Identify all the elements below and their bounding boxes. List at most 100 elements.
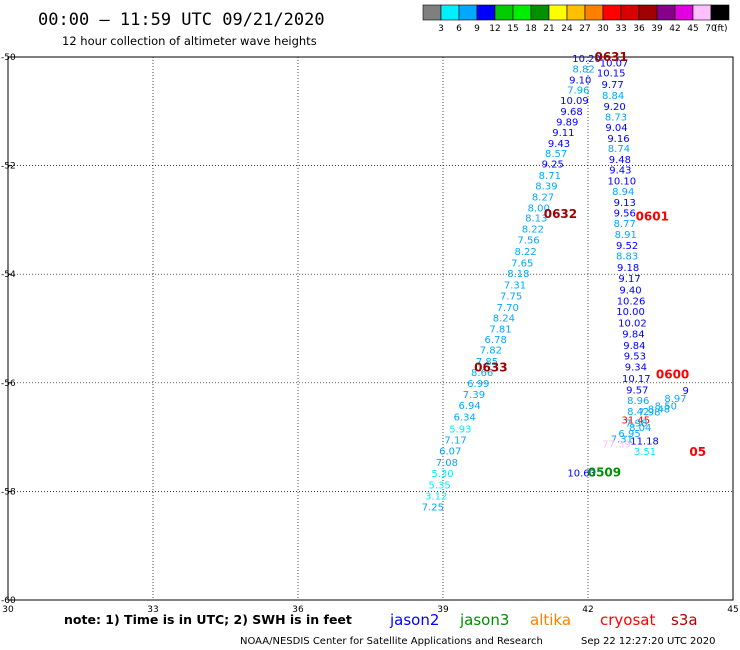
- grid: [8, 57, 733, 600]
- data-point: 8.83: [616, 252, 638, 263]
- data-point: 10.20: [572, 54, 601, 65]
- legend-label: 36: [633, 24, 645, 34]
- data-point: 31.45: [622, 416, 651, 427]
- data-point: 9.40: [619, 285, 641, 296]
- x-tick-label: 45: [727, 605, 738, 615]
- data-point: 7.70: [497, 303, 519, 314]
- chart-title: 00:00 – 11:59 UTC 09/21/2020: [38, 10, 325, 30]
- data-point: 7.81: [489, 325, 511, 336]
- data-point: 9.52: [616, 241, 638, 252]
- y-tick-label: -60: [1, 596, 16, 606]
- legend-swatch: [530, 4, 550, 21]
- data-point: 8.18: [507, 269, 529, 280]
- data-point: 9.53: [624, 352, 646, 363]
- footer-credit: NOAA/NESDIS Center for Satellite Applica…: [240, 636, 543, 647]
- data-point: 9.43: [609, 165, 631, 176]
- legend-swatch: [692, 4, 712, 21]
- data-point: 7.31: [611, 435, 633, 446]
- data-point: 10.63: [567, 468, 596, 479]
- data-point: 8.22: [515, 247, 537, 258]
- legend-swatch: [674, 4, 694, 21]
- data-point: 8.94: [612, 187, 634, 198]
- data-point: 8.50: [655, 402, 677, 413]
- legend-swatch: [602, 4, 622, 21]
- data-point: 7.98: [638, 408, 660, 419]
- satellite-jason3: jason3: [459, 611, 509, 629]
- y-tick-label: -50: [1, 53, 16, 63]
- data-point: 5.93: [449, 424, 471, 435]
- data-point: 9.11: [552, 128, 574, 139]
- legend-label: 70: [705, 24, 717, 34]
- pass-label: 0632: [544, 207, 577, 221]
- data-point: 6.94: [458, 401, 480, 412]
- data-point: 8.24: [493, 314, 515, 325]
- x-tick-label: 42: [582, 605, 593, 615]
- data-point: 9.68: [560, 107, 582, 118]
- data-point: 6.34: [454, 412, 476, 423]
- data-point: 9.56: [614, 208, 636, 219]
- y-tick-label: -58: [1, 487, 16, 497]
- pass-label: 0633: [474, 361, 507, 375]
- x-tick-label: 30: [2, 605, 14, 615]
- data-point: 9.04: [605, 123, 627, 134]
- legend-label: 33: [615, 24, 626, 34]
- legend-swatch: [512, 4, 532, 21]
- data-point: 7.17: [444, 435, 466, 446]
- legend-swatch: [620, 4, 640, 21]
- data-point: 8.73: [605, 113, 627, 124]
- data-point: 9.89: [556, 118, 578, 129]
- legend-label: 45: [687, 24, 698, 34]
- y-tick-label: -52: [1, 162, 16, 172]
- data-point: 7.75: [500, 291, 522, 302]
- legend-swatch: [422, 4, 442, 21]
- data-point: 8.57: [545, 149, 567, 160]
- x-tick-label: 36: [292, 605, 304, 615]
- data-point: 11.18: [630, 436, 659, 447]
- data-point: 10.02: [618, 319, 647, 330]
- y-axis: -50 -52 -54 -56 -58 -60: [1, 53, 16, 606]
- legend-swatch: [476, 4, 496, 21]
- legend-swatch: [710, 4, 730, 21]
- data-point: 8.84: [602, 91, 624, 102]
- data-point: 3.51: [634, 447, 656, 458]
- data-point: 8.74: [608, 144, 630, 155]
- data-point: 9.13: [614, 198, 636, 209]
- data-point: 10.07: [600, 58, 629, 69]
- pass-label: 0509: [588, 465, 621, 479]
- data-point: 7.39: [463, 390, 485, 401]
- legend-swatch: [458, 4, 478, 21]
- legend-label: 24: [561, 24, 573, 34]
- legend-swatch: [494, 4, 514, 21]
- pass-labels: 0631 0632 0601 0633 0600 0509 05: [474, 50, 706, 479]
- data-point: 6.78: [485, 335, 507, 346]
- data-point: 8.71: [539, 171, 561, 182]
- data-point: 8.22: [522, 225, 544, 236]
- data-point: 8.00: [528, 203, 550, 214]
- data-point: 7.65: [511, 258, 533, 269]
- data-point: 10.15: [597, 69, 626, 80]
- legend-label: 21: [543, 24, 554, 34]
- data-point: 9.18: [617, 263, 639, 274]
- pass-label: 0600: [656, 368, 689, 382]
- y-tick-label: -56: [1, 379, 16, 389]
- data-point: 10.00: [616, 307, 645, 318]
- legend-swatch: [440, 4, 460, 21]
- data-point: 8.39: [535, 182, 557, 193]
- legend-label: (ft): [714, 24, 728, 34]
- legend-label: 15: [507, 24, 518, 34]
- data-point: 8.04: [629, 423, 651, 434]
- satellite-jason2: jason2: [389, 611, 439, 629]
- data-point: 9.43: [548, 139, 570, 150]
- data-point: 5.30: [431, 469, 453, 480]
- data-point: 9.25: [542, 159, 564, 170]
- pass-label: 05: [689, 445, 706, 459]
- x-axis: 30 33 36 39 42 45: [2, 605, 738, 615]
- data-point: 7.08: [436, 458, 458, 469]
- data-point: 8.97: [664, 394, 686, 405]
- data-point: 9.48: [609, 155, 631, 166]
- data-point: 8.96: [627, 396, 649, 407]
- legend-swatch: [638, 4, 658, 21]
- data-point: 6.95: [618, 429, 640, 440]
- data-point: 6.07: [439, 447, 461, 458]
- data-point: 9.16: [607, 134, 629, 145]
